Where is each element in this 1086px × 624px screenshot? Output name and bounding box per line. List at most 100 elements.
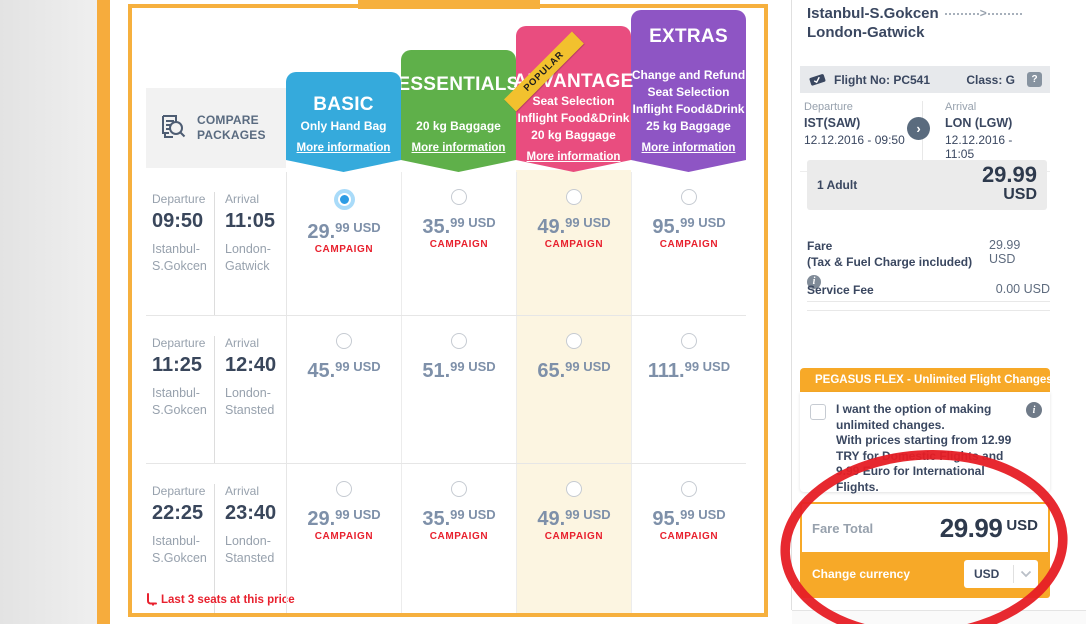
package-feature: Seat Selection — [532, 94, 615, 108]
fare-option-advantage[interactable]: 49.99 USD CAMPAIGN — [516, 172, 631, 315]
price: 49. — [537, 508, 566, 530]
fare-option-basic[interactable]: 29.99 USD CAMPAIGN — [286, 464, 401, 613]
departure-datetime: 12.12.2016 - 09:50 — [804, 133, 905, 147]
advantage-column-highlight — [516, 170, 631, 613]
package-feature: Only Hand Bag — [300, 119, 387, 133]
flex-info-icon[interactable]: i — [1026, 402, 1042, 418]
last-seats-warning: Last 3 seats at this price — [146, 593, 316, 606]
more-information-link[interactable]: More information — [526, 151, 621, 163]
fare-radio[interactable] — [566, 333, 582, 349]
package-feature: 20 kg Baggage — [531, 128, 616, 142]
arrival-info: Arrival 11:05 London-Gatwick — [214, 192, 287, 315]
more-information-link[interactable]: More information — [296, 142, 391, 154]
arrival-time: 12:40 — [225, 354, 277, 376]
service-fee-label: Service Fee — [807, 283, 874, 297]
flight-row: Departure 22:25 Istanbul-S.Gokcen Arriva… — [146, 463, 746, 613]
departure-time: 11:25 — [152, 354, 203, 376]
arrival-city: London-Gatwick — [225, 242, 271, 273]
departure-city: Istanbul-S.Gokcen — [152, 242, 207, 273]
fare-radio[interactable] — [451, 481, 467, 497]
fare-option-extras[interactable]: 111.99 USD — [631, 316, 746, 463]
passenger-fare-box: 1 Adult 29.99 USD — [807, 160, 1047, 210]
departure-time: 09:50 — [152, 210, 204, 232]
package-name: BASIC — [313, 94, 374, 115]
flex-option-card: I want the option of making unlimited ch… — [800, 392, 1050, 494]
fare-option-essentials[interactable]: 51.99 USD — [401, 316, 516, 463]
flex-option-text: I want the option of making unlimited ch… — [836, 402, 1012, 494]
fare-radio-selected[interactable] — [333, 189, 355, 210]
content-divider — [791, 0, 792, 610]
compare-packages-label: COMPARE PACKAGES — [197, 113, 266, 142]
departure-info: Departure 11:25 Istanbul-S.Gokcen — [152, 336, 214, 463]
more-information-link[interactable]: More information — [641, 142, 736, 154]
arrival-info: Arrival 12:40 London-Stansted — [214, 336, 287, 463]
package-header-basic: BASIC Only Hand Bag More information — [286, 72, 401, 172]
departure-summary: Departure IST(SAW) 12.12.2016 - 09:50 — [804, 101, 922, 161]
fare-total-amount: 29.99 USD — [939, 512, 1038, 543]
price: 29. — [307, 221, 336, 243]
package-feature: Change and Refund — [631, 68, 746, 82]
price: 95. — [652, 508, 681, 530]
campaign-badge: CAMPAIGN — [429, 531, 489, 542]
fare-radio[interactable] — [336, 481, 352, 497]
compare-packages-button[interactable]: COMPARE PACKAGES — [146, 88, 286, 168]
fare-info-icon[interactable]: i — [807, 275, 821, 289]
package-feature: 25 kg Baggage — [646, 119, 731, 133]
fare-option-basic[interactable]: 45.99 USD — [286, 316, 401, 463]
fare-option-essentials[interactable]: 35.99 USD CAMPAIGN — [401, 172, 516, 315]
fare-radio[interactable] — [681, 481, 697, 497]
compare-packages-icon — [156, 112, 188, 144]
package-name: ESSENTIALS — [397, 74, 520, 95]
fare-option-basic[interactable]: 29.99 USD CAMPAIGN — [286, 172, 401, 315]
change-currency-bar: Change currency USD — [802, 552, 1048, 596]
fare-line-item: Fare (Tax & Fuel Charge included) i 29.9… — [807, 238, 1050, 302]
campaign-badge: CAMPAIGN — [659, 531, 719, 542]
price: 29. — [307, 508, 336, 530]
fare-option-extras[interactable]: 95.99 USD CAMPAIGN — [631, 172, 746, 315]
arrival-datetime: 12.12.2016 - 11:05 — [945, 133, 1013, 161]
fare-option-extras[interactable]: 95.99 USD CAMPAIGN — [631, 464, 746, 613]
package-feature: 20 kg Baggage — [416, 119, 501, 133]
campaign-badge: CAMPAIGN — [544, 531, 604, 542]
price: 35. — [422, 216, 451, 238]
fare-radio[interactable] — [566, 481, 582, 497]
class-help-icon[interactable]: ? — [1027, 72, 1042, 87]
fare-radio[interactable] — [451, 333, 467, 349]
fare-option-advantage[interactable]: 49.99 USD CAMPAIGN — [516, 464, 631, 613]
package-name: EXTRAS — [649, 26, 728, 47]
route-direction-icon: › — [907, 117, 930, 140]
fare-option-advantage[interactable]: 65.99 USD — [516, 316, 631, 463]
departure-time: 22:25 — [152, 502, 204, 524]
departure-label: Departure — [152, 192, 206, 206]
price: 51. — [422, 360, 451, 382]
seat-icon — [147, 593, 157, 606]
flex-option-checkbox[interactable] — [810, 404, 826, 420]
fare-radio[interactable] — [336, 333, 352, 349]
campaign-badge: CAMPAIGN — [429, 239, 489, 250]
fare-value: 29.99 USD — [989, 238, 1021, 266]
route-title: Istanbul-S.Gokcen > London-Gatwick — [807, 4, 1057, 42]
currency-dropdown[interactable]: USD — [964, 560, 1038, 588]
fare-radio[interactable] — [451, 189, 467, 205]
departure-label: Departure — [152, 336, 206, 350]
fare-radio[interactable] — [681, 189, 697, 205]
package-comparison-table: COMPARE PACKAGES BASIC Only Hand Bag Mor… — [128, 0, 768, 617]
more-information-link[interactable]: More information — [411, 142, 506, 154]
arrival-summary: Arrival LON (LGW) 12.12.2016 - 11:05 — [922, 101, 1040, 161]
passenger-fare-amount: 29.99 USD — [981, 162, 1037, 204]
arrival-city: London-Stansted — [225, 386, 275, 417]
flight-row: Departure 11:25 Istanbul-S.Gokcen Arriva… — [146, 315, 746, 463]
fare-radio[interactable] — [681, 333, 697, 349]
arrival-label: Arrival — [225, 336, 260, 350]
campaign-badge: CAMPAIGN — [544, 239, 604, 250]
route-arrow-icon: > — [944, 4, 1022, 23]
flight-row: Departure 09:50 Istanbul-S.Gokcen Arriva… — [146, 172, 746, 315]
departure-label: Departure — [152, 484, 206, 498]
panel-footer-edge — [792, 610, 1086, 624]
fare-option-essentials[interactable]: 35.99 USD CAMPAIGN — [401, 464, 516, 613]
departure-info: Departure 09:50 Istanbul-S.Gokcen — [152, 192, 214, 315]
fare-radio[interactable] — [566, 189, 582, 205]
departure-info: Departure 22:25 Istanbul-S.Gokcen — [152, 484, 214, 613]
flight-times: Departure 22:25 Istanbul-S.Gokcen Arriva… — [146, 464, 295, 613]
